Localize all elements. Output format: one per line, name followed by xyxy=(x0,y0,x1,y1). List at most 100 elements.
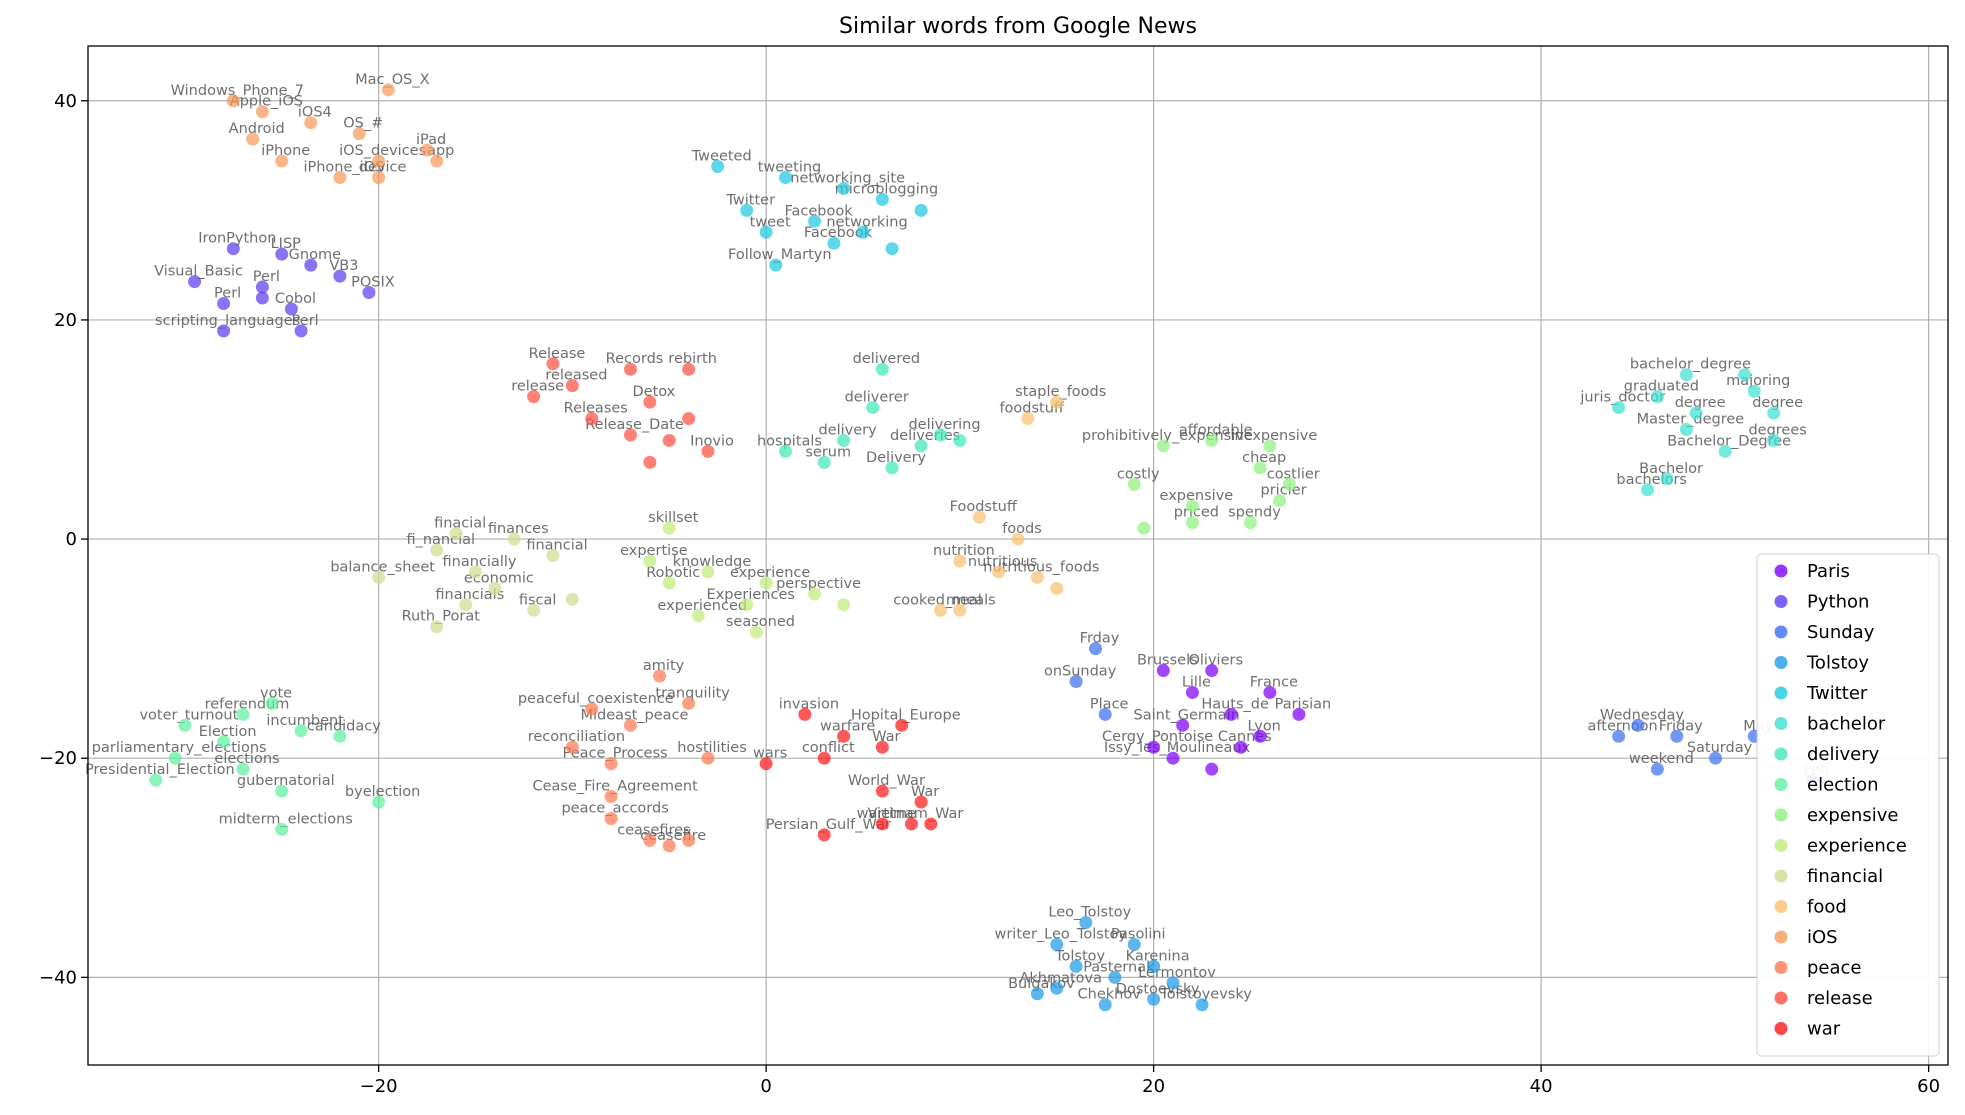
point-label-bachelor: juris_doctor xyxy=(1579,390,1665,406)
point-bachelor xyxy=(1767,406,1781,420)
point-python xyxy=(333,269,347,283)
point-expensive xyxy=(1127,477,1141,491)
point-ios xyxy=(352,127,366,141)
point-delivery xyxy=(866,401,880,415)
point-label-sunday: Wednesday xyxy=(1600,707,1684,723)
point-label-election: midterm_elections xyxy=(219,811,353,827)
point-label-expensive: affordable xyxy=(1179,422,1253,438)
point-release xyxy=(546,357,560,371)
point-twitter xyxy=(885,242,899,256)
point-python xyxy=(217,324,231,338)
point-label-paris: Brussels xyxy=(1137,653,1198,669)
point-label-election: incumbent xyxy=(266,713,344,729)
point-label-bachelor: degree xyxy=(1752,395,1803,411)
point-experience xyxy=(749,625,763,639)
point-label-python: Gnome xyxy=(289,247,341,263)
point-food xyxy=(934,603,947,617)
point-financial xyxy=(546,549,560,562)
point-paris xyxy=(1292,707,1306,721)
point-twitter xyxy=(808,214,822,228)
point-python xyxy=(217,296,231,310)
x-tick-label: 40 xyxy=(1530,1076,1553,1097)
point-python xyxy=(255,280,269,294)
point-financial xyxy=(430,543,444,557)
point-label-expensive: costlier xyxy=(1267,466,1320,482)
point-twitter xyxy=(740,203,754,217)
point-expensive xyxy=(1282,477,1296,491)
point-ios xyxy=(246,132,260,146)
point-release xyxy=(682,362,696,376)
point-tolstoy xyxy=(1030,987,1044,1001)
point-experience xyxy=(662,521,676,535)
point-war xyxy=(817,751,831,765)
point-python xyxy=(188,275,202,289)
point-label-food: nutritious xyxy=(968,554,1037,570)
point-label-experience: experienced xyxy=(658,598,748,614)
point-election xyxy=(149,773,163,787)
point-label-peace: amity xyxy=(643,658,685,674)
point-label-python: Perl xyxy=(214,285,241,301)
point-label-delivery: Delivery xyxy=(866,450,927,466)
point-label-financial: financial xyxy=(526,538,587,554)
y-tick-label: 0 xyxy=(66,529,77,550)
point-twitter xyxy=(779,170,792,184)
point-experience xyxy=(643,554,657,568)
point-label-peace: tranquility xyxy=(655,685,730,701)
point-label-paris: Issy_les_Moulineaux xyxy=(1104,740,1251,756)
point-label-peace: Mideast_peace xyxy=(581,707,689,723)
point-war xyxy=(817,828,831,842)
point-delivery xyxy=(934,428,947,442)
point-paris xyxy=(1263,685,1277,699)
point-label-release: Releases xyxy=(564,401,628,417)
point-sunday xyxy=(1089,642,1102,656)
point-label-war: World_War xyxy=(848,773,925,789)
legend-label-twitter: Twitter xyxy=(1806,683,1868,704)
point-label-python: IronPython xyxy=(198,231,276,247)
point-war xyxy=(875,784,889,798)
legend-marker-release xyxy=(1774,991,1788,1005)
point-label-bachelor: Bachelor xyxy=(1639,461,1703,477)
legend-marker-sunday xyxy=(1774,625,1788,639)
point-sunday xyxy=(1612,729,1626,743)
point-label-delivery: serum xyxy=(805,444,851,460)
point-label-food: nutritious_foods xyxy=(983,559,1099,575)
point-paris xyxy=(1234,740,1248,754)
legend-label-peace: peace xyxy=(1807,958,1862,979)
point-label-ios: device xyxy=(359,159,407,175)
point-war xyxy=(875,740,889,754)
point-label-war: War xyxy=(911,784,939,800)
point-bachelor xyxy=(1679,368,1693,382)
point-financial xyxy=(459,598,473,612)
point-delivery xyxy=(875,362,889,376)
point-war xyxy=(759,757,773,771)
point-label-election: voter_turnout xyxy=(139,707,238,723)
point-release xyxy=(565,379,579,393)
point-label-paris: Cergy_Pontoise xyxy=(1102,729,1213,745)
point-label-twitter: Tweeted xyxy=(691,149,752,165)
point-peace xyxy=(682,833,696,847)
point-label-tolstoy: Akhmatova xyxy=(1019,970,1102,986)
point-label-twitter: Facebook xyxy=(784,203,853,219)
point-expensive xyxy=(1273,494,1287,508)
point-peace xyxy=(643,833,657,847)
point-delivery xyxy=(779,444,792,458)
point-label-experience: experience xyxy=(730,565,810,581)
point-ios xyxy=(430,154,444,168)
point-label-ios: Apple_iOS xyxy=(230,94,303,110)
point-peace xyxy=(604,811,618,825)
point-tolstoy xyxy=(1098,998,1112,1012)
point-election xyxy=(236,707,250,721)
point-war xyxy=(837,729,851,743)
point-label-experience: seasoned xyxy=(726,614,795,630)
point-label-peace: peaceful_coexistence xyxy=(518,691,674,707)
point-election xyxy=(217,735,231,749)
legend: Paris Python Sunday Tolstoy Twitter bachelor d… xyxy=(1756,553,1940,1057)
point-experience xyxy=(691,609,705,623)
point-label-python: POSIX xyxy=(351,275,395,291)
point-financial xyxy=(469,565,482,579)
legend-label-delivery: delivery xyxy=(1807,744,1880,765)
point-label-ios: iPhone xyxy=(261,143,310,159)
point-label-python: Perl xyxy=(292,313,319,329)
point-tolstoy xyxy=(1166,976,1180,990)
point-label-tolstoy: Pasternak xyxy=(1083,959,1155,975)
